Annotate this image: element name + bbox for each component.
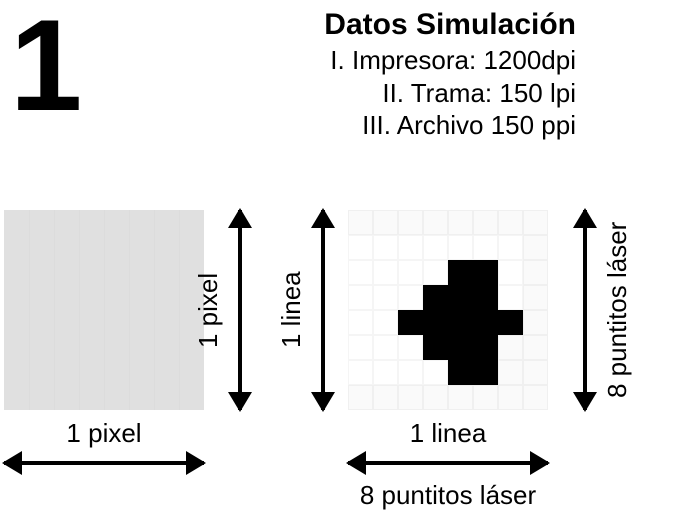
grid-cell — [398, 310, 423, 335]
grid-cell — [473, 235, 498, 260]
grid-cell — [398, 360, 423, 385]
grid-cell — [448, 210, 473, 235]
grid-cell — [473, 360, 498, 385]
grid-cell — [423, 385, 448, 410]
grid-cell — [448, 335, 473, 360]
dim-label-1pixel-v: 1 pixel — [193, 210, 224, 410]
grid-cell — [448, 285, 473, 310]
grid-cell — [348, 235, 373, 260]
grid-cell — [473, 285, 498, 310]
dim-label-1linea-v: 1 linea — [276, 210, 307, 410]
grid-cell — [348, 335, 373, 360]
grid-cell — [348, 360, 373, 385]
grid-cell — [348, 210, 373, 235]
grid-cell — [398, 260, 423, 285]
grid-cell — [373, 210, 398, 235]
grid-cell — [423, 335, 448, 360]
grid-cell — [498, 210, 523, 235]
grid-cell — [423, 360, 448, 385]
grid-cell — [348, 310, 373, 335]
grid-cell — [423, 285, 448, 310]
grid-cell — [398, 235, 423, 260]
dim-v-1linea: 1 linea — [308, 210, 338, 410]
grid-cell — [398, 285, 423, 310]
grid-cell — [423, 260, 448, 285]
header-title: Datos Simulación — [324, 8, 576, 42]
dim-h-1pixel: 1 pixel — [4, 448, 204, 478]
grid-cell — [373, 360, 398, 385]
dim-label-8puntitos-v: 8 puntitos láser — [602, 210, 633, 410]
grid-cell — [498, 285, 523, 310]
header-block: Datos Simulación I. Impresora: 1200dpi I… — [324, 8, 576, 142]
grid-cell — [398, 210, 423, 235]
grid-cell — [473, 210, 498, 235]
grid-cell — [523, 335, 548, 360]
grid-cell — [498, 310, 523, 335]
grid-cell — [498, 360, 523, 385]
grid-cell — [473, 260, 498, 285]
grid-cell — [373, 310, 398, 335]
grid-cell — [423, 310, 448, 335]
grid-cell — [498, 385, 523, 410]
grid-cell — [473, 310, 498, 335]
grid-cell — [523, 360, 548, 385]
grid-cell — [448, 235, 473, 260]
grid-cell — [373, 260, 398, 285]
dim-label-8puntitos-h: 8 puntitos láser — [348, 480, 548, 511]
dim-v-8puntitos: 8 puntitos láser — [570, 210, 600, 410]
header-line-2: II. Trama: 150 lpi — [324, 77, 576, 110]
halftone-grid — [348, 210, 548, 410]
dim-v-1pixel: 1 pixel — [225, 210, 255, 410]
grid-cell — [373, 335, 398, 360]
grid-cell — [523, 310, 548, 335]
grid-cell — [523, 235, 548, 260]
dim-label-1linea-h: 1 linea — [348, 418, 548, 449]
grid-cell — [448, 310, 473, 335]
grid-cell — [398, 385, 423, 410]
header-line-3: III. Archivo 150 ppi — [324, 109, 576, 142]
grid-cell — [373, 385, 398, 410]
step-number: 1 — [10, 0, 76, 140]
grid-cell — [523, 285, 548, 310]
grid-cell — [373, 285, 398, 310]
grid-cell — [348, 260, 373, 285]
grid-cell — [523, 385, 548, 410]
pixel-square — [4, 210, 204, 410]
grid-cell — [373, 235, 398, 260]
grid-cell — [523, 260, 548, 285]
grid-cell — [348, 385, 373, 410]
grid-cell — [448, 360, 473, 385]
header-line-1: I. Impresora: 1200dpi — [324, 44, 576, 77]
grid-cell — [498, 235, 523, 260]
dim-h-1linea: 1 linea 8 puntitos láser — [348, 448, 548, 478]
grid-cell — [448, 260, 473, 285]
grid-cell — [473, 385, 498, 410]
grid-cell — [423, 210, 448, 235]
dim-label-1pixel-h: 1 pixel — [4, 418, 204, 449]
grid-cell — [423, 235, 448, 260]
grid-cell — [498, 260, 523, 285]
grid-cell — [473, 335, 498, 360]
grid-cell — [348, 285, 373, 310]
grid-cell — [498, 335, 523, 360]
grid-cell — [448, 385, 473, 410]
grid-cell — [523, 210, 548, 235]
grid-cell — [398, 335, 423, 360]
